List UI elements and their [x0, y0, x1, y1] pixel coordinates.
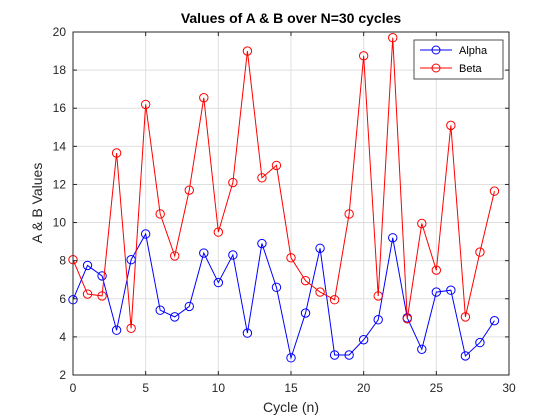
y-tick-label: 18	[53, 63, 67, 77]
data-point-beta	[358, 51, 369, 61]
y-tick-label: 8	[59, 254, 66, 268]
legend-marker-beta	[431, 63, 441, 73]
data-point-beta	[111, 148, 122, 158]
data-point-alpha	[286, 353, 296, 363]
x-tick-label: 20	[357, 381, 371, 395]
series-layer	[68, 33, 500, 363]
data-point-beta	[199, 93, 209, 103]
data-point-beta	[475, 247, 485, 257]
data-point-alpha	[300, 308, 311, 318]
y-tick-label: 2	[59, 368, 66, 382]
data-point-alpha	[344, 350, 354, 360]
data-point-beta	[82, 289, 93, 299]
data-point-alpha	[446, 285, 456, 295]
data-point-alpha	[460, 351, 471, 361]
data-point-alpha	[82, 260, 93, 271]
x-tick-label: 25	[430, 381, 444, 395]
data-point-alpha	[257, 238, 267, 249]
data-point-alpha	[417, 344, 427, 354]
legend-label-alpha: Alpha	[459, 45, 488, 57]
legend-label-beta: Beta	[459, 63, 483, 75]
y-tick-label: 6	[59, 292, 66, 306]
data-point-alpha	[271, 282, 282, 293]
legend: Alpha Beta	[413, 39, 504, 80]
data-point-beta	[257, 173, 267, 183]
data-point-beta	[184, 185, 194, 195]
data-point-beta	[460, 312, 471, 322]
data-point-beta	[242, 46, 253, 56]
chart-title: Values of A & B over N=30 cycles	[181, 10, 402, 26]
data-point-alpha	[111, 325, 122, 335]
data-point-alpha	[431, 287, 442, 297]
data-point-beta	[329, 295, 340, 305]
data-point-alpha	[213, 277, 224, 288]
data-point-beta	[155, 209, 165, 219]
data-point-alpha	[315, 243, 325, 253]
data-point-beta	[402, 314, 412, 324]
data-point-beta	[300, 275, 311, 286]
series-line-alpha	[72, 232, 495, 360]
y-tick-label: 12	[53, 177, 67, 191]
data-point-beta	[446, 120, 456, 131]
x-axis-label: Cycle (n)	[263, 399, 319, 415]
data-point-beta	[286, 253, 296, 263]
data-point-beta	[373, 291, 383, 301]
x-tick-label: 10	[212, 381, 226, 395]
data-point-beta	[315, 287, 325, 297]
data-point-alpha	[373, 315, 383, 325]
data-point-beta	[431, 265, 442, 275]
data-point-alpha	[475, 337, 485, 348]
data-point-alpha	[97, 271, 107, 281]
data-point-beta	[344, 209, 354, 219]
data-point-beta	[388, 33, 398, 43]
legend-marker-alpha	[431, 45, 441, 55]
data-point-beta	[417, 218, 427, 229]
x-tick-label: 0	[70, 381, 77, 395]
data-point-alpha	[242, 328, 253, 338]
data-point-beta	[228, 177, 238, 188]
y-tick-label: 16	[53, 101, 67, 115]
data-point-alpha	[170, 312, 180, 322]
data-point-alpha	[155, 305, 165, 315]
data-point-alpha	[388, 233, 398, 243]
y-tick-label: 10	[53, 216, 67, 230]
legend-box	[413, 39, 504, 80]
data-point-beta	[140, 99, 151, 110]
x-tick-label: 30	[502, 381, 516, 395]
data-point-beta	[489, 186, 500, 196]
data-point-beta	[271, 160, 282, 171]
y-tick-label: 4	[59, 330, 66, 344]
data-point-alpha	[329, 350, 340, 360]
data-point-beta	[126, 323, 136, 334]
data-point-alpha	[140, 229, 151, 239]
x-tick-label: 5	[142, 381, 149, 395]
series-line-beta	[72, 37, 495, 329]
x-tick-label: 15	[284, 381, 298, 395]
data-point-beta	[97, 291, 107, 301]
y-tick-label: 14	[53, 139, 67, 153]
data-point-alpha	[228, 250, 238, 260]
y-axis-label: A & B Values	[29, 163, 45, 244]
data-point-beta	[213, 227, 224, 237]
data-point-alpha	[199, 248, 209, 258]
data-point-alpha	[358, 335, 369, 345]
ticks: 0 5 10 15 20 25 30 2 4 6 8 10 12 14 16 18 20	[53, 25, 516, 395]
y-tick-label: 20	[53, 25, 67, 39]
data-point-alpha	[184, 301, 194, 312]
data-point-alpha	[489, 315, 500, 326]
data-point-beta	[170, 251, 180, 261]
